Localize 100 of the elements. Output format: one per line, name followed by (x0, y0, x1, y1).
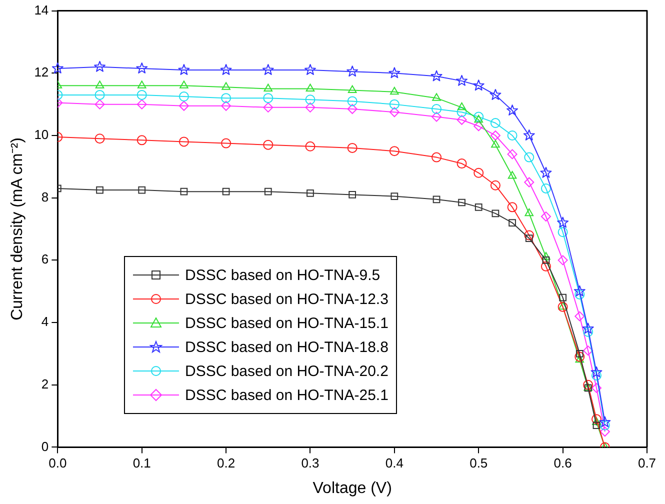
legend-label: DSSC based on HO-TNA-9.5 (185, 266, 380, 284)
x-tick-label: 0.1 (132, 456, 151, 471)
point (540, 166, 552, 178)
point (600, 426, 610, 437)
point (348, 191, 356, 198)
point (432, 152, 442, 162)
point (136, 90, 147, 100)
point (599, 416, 611, 428)
point (492, 210, 500, 218)
point (96, 186, 104, 194)
point (389, 146, 400, 156)
point (456, 114, 467, 125)
point (94, 134, 105, 144)
point (220, 64, 232, 75)
point (221, 138, 232, 148)
point (347, 104, 358, 114)
point (583, 346, 594, 356)
point (389, 107, 400, 118)
point (490, 118, 500, 128)
point (178, 64, 190, 75)
point (574, 352, 585, 362)
point (574, 311, 585, 322)
point (138, 186, 146, 194)
x-tick-label: 0.2 (217, 456, 236, 471)
x-tick-label: 0.4 (385, 456, 404, 471)
point (472, 80, 484, 91)
point (180, 188, 188, 196)
point (263, 140, 274, 150)
y-tick-label: 12 (34, 64, 49, 80)
point (574, 285, 586, 296)
point (180, 80, 188, 88)
point (474, 168, 484, 178)
point (388, 67, 400, 78)
point (490, 88, 502, 100)
point (575, 354, 584, 363)
x-tick-label: 0.0 (48, 456, 67, 471)
point (52, 62, 64, 74)
point (540, 183, 551, 194)
point (507, 149, 518, 160)
point (582, 322, 594, 334)
point (540, 261, 551, 272)
point (390, 86, 399, 95)
point (432, 104, 442, 114)
x-tick-label: 0.3 (301, 456, 320, 471)
point (222, 82, 230, 90)
point (457, 102, 466, 110)
point (540, 212, 551, 222)
point (524, 208, 534, 216)
point (178, 92, 189, 102)
point (456, 74, 468, 86)
legend-label: DSSC based on HO-TNA-18.8 (185, 338, 388, 356)
point (348, 85, 357, 94)
point (432, 93, 441, 101)
y-tick-label: 10 (34, 127, 49, 142)
point (576, 350, 584, 358)
point (524, 177, 534, 188)
point (456, 107, 467, 118)
point (558, 255, 568, 266)
point (305, 94, 316, 105)
point (557, 216, 569, 228)
point (591, 370, 602, 381)
point (94, 99, 105, 110)
point (583, 326, 594, 337)
point (525, 234, 533, 242)
point (305, 102, 316, 112)
point (600, 420, 610, 430)
point (524, 152, 534, 162)
point (432, 112, 442, 122)
point (591, 414, 602, 424)
point (347, 142, 358, 153)
point (346, 66, 358, 77)
y-tick-label: 14 (34, 2, 49, 18)
x-axis-title: Voltage (V) (312, 480, 392, 497)
point (430, 70, 442, 82)
point (474, 112, 484, 122)
point (508, 219, 516, 226)
point (178, 136, 189, 147)
point (305, 141, 316, 152)
point (490, 130, 500, 140)
point (456, 158, 467, 169)
point (263, 93, 274, 104)
point (591, 382, 602, 393)
point (137, 80, 146, 88)
point (389, 99, 400, 110)
y-tick-label: 6 (41, 252, 49, 267)
point (221, 93, 232, 104)
point (222, 188, 230, 196)
point (347, 96, 358, 106)
legend-label: DSSC based on HO-TNA-15.1 (185, 314, 388, 332)
point (592, 422, 600, 430)
x-tick-label: 0.6 (554, 456, 572, 471)
point (574, 289, 585, 300)
point (304, 64, 316, 75)
point (458, 198, 466, 206)
point (178, 100, 189, 111)
x-tick-label: 0.7 (638, 456, 656, 471)
point (558, 227, 568, 238)
point (474, 204, 482, 211)
point (590, 366, 602, 378)
y-tick-label: 2 (41, 376, 49, 392)
